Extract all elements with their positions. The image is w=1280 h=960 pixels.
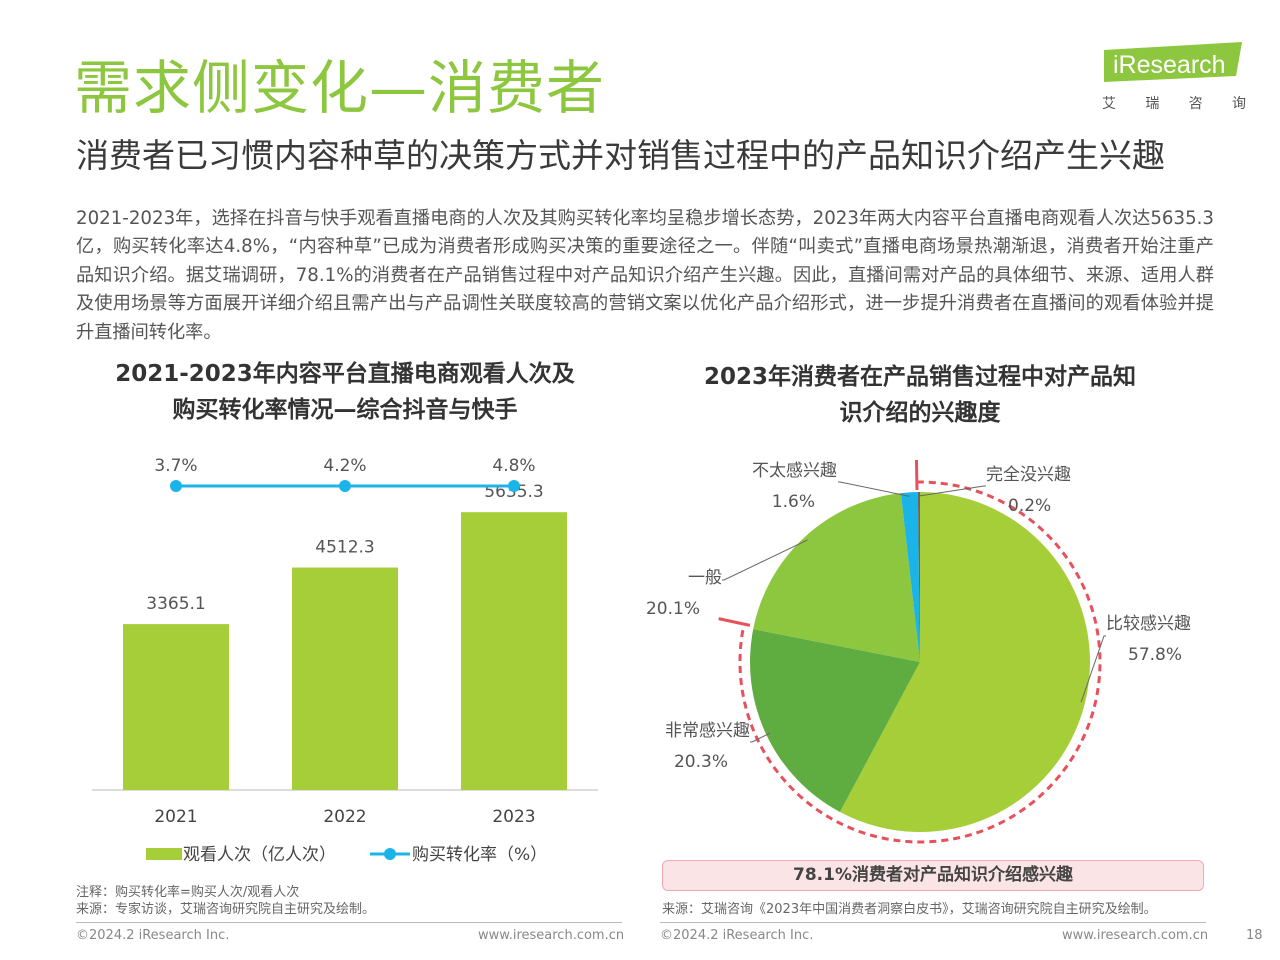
leader-line <box>722 539 808 581</box>
pie-slice <box>750 629 920 812</box>
note-text: 注释：购买转化率=购买人次/观看人次 <box>76 885 300 900</box>
url-right: www.iresearch.com.cn <box>1062 928 1209 943</box>
pie-slice-value: 0.2% <box>1008 496 1051 516</box>
bar-chart-title-line: 购买转化率情况—综合抖音与快手 <box>172 397 518 423</box>
conversion-label: 3.7% <box>154 456 197 476</box>
bar <box>461 512 567 790</box>
pie-slice-name: 完全没兴趣 <box>986 465 1071 485</box>
logo-char: 咨 <box>1188 96 1203 112</box>
x-tick-label: 2021 <box>154 807 197 827</box>
pie-slice-name: 不太感兴趣 <box>752 461 837 481</box>
pie-chart: 比较感兴趣 57.8% 非常感兴趣 20.3% 一般 20.1% 不太感兴趣 1.6% 完全没兴… <box>646 460 1191 844</box>
legend-marker <box>384 848 396 860</box>
page-subtitle: 消费者已习惯内容种草的决策方式并对销售过程中的产品知识介绍产生兴趣 <box>76 136 1165 175</box>
conversion-label: 4.2% <box>323 456 366 476</box>
footer-divider <box>660 922 1206 923</box>
logo-char: 艾 <box>1102 96 1116 112</box>
logo-text: iResearch <box>1113 51 1226 79</box>
url-left: www.iresearch.com.cn <box>478 928 625 943</box>
pie-slice-name: 比较感兴趣 <box>1106 614 1191 634</box>
legend-label-bar: 观看人次（亿人次） <box>183 845 336 865</box>
highlight-arc <box>738 480 1102 844</box>
pie-slice <box>900 492 920 662</box>
conversion-point <box>170 480 182 492</box>
logo-char: 询 <box>1231 96 1246 112</box>
highlight-tick <box>914 460 919 491</box>
pie-label-group: 不太感兴趣 1.6% <box>752 461 910 512</box>
pie-slice <box>753 493 920 662</box>
legend-swatch-bar <box>146 848 182 860</box>
bar <box>123 624 229 790</box>
bar-chart-title: 2021-2023年内容平台直播电商观看人次及 购买转化率情况—综合抖音与快手 <box>80 356 610 428</box>
x-tick-label: 2022 <box>323 807 366 827</box>
pie-slice <box>917 492 920 662</box>
leader-line <box>750 732 771 743</box>
pie-chart-title-line: 2023年消费者在产品销售过程中对产品知 <box>703 364 1136 390</box>
bar-value-label: 4512.3 <box>315 538 374 558</box>
pie-slice-value: 20.3% <box>674 752 728 772</box>
conversion-point <box>339 479 351 492</box>
copyright-right: ©2024.2 iResearch Inc. <box>660 928 814 943</box>
bar-value-label: 3365.1 <box>146 594 205 614</box>
page-number: 18 <box>1246 928 1263 943</box>
pie-slice-value: 57.8% <box>1128 645 1182 665</box>
pie-label-group: 一般 20.1% <box>646 539 808 619</box>
pie-label-group: 完全没兴趣 0.2% <box>918 465 1071 516</box>
conversion-point <box>508 479 520 492</box>
intro-paragraph: 2021-2023年，选择在抖音与快手观看直播电商的人次及其购买转化率均呈稳步增… <box>76 208 1214 343</box>
legend-label-line: 购买转化率（%） <box>412 845 547 865</box>
pie-label-group: 比较感兴趣 57.8% <box>1080 614 1191 703</box>
pie-slice <box>839 492 1090 832</box>
pie-slice-value: 1.6% <box>772 492 815 512</box>
pie-slice-name: 一般 <box>688 568 722 588</box>
pie-chart-title-line: 识介绍的兴趣度 <box>839 400 1001 426</box>
pie-slice-value: 20.1% <box>646 599 700 619</box>
bar-chart-title-line: 2021-2023年内容平台直播电商观看人次及 <box>115 361 575 387</box>
page-title: 需求侧变化—消费者 <box>74 54 606 122</box>
pie-slice-name: 非常感兴趣 <box>665 721 750 741</box>
conversion-label: 4.8% <box>492 456 535 476</box>
source-right: 来源：艾瑞咨询《2023年中国消费者洞察白皮书》，艾瑞咨询研究院自主研究及绘制。 <box>662 902 1157 917</box>
pie-chart-title: 2023年消费者在产品销售过程中对产品知 识介绍的兴趣度 <box>660 359 1180 431</box>
copyright-left: ©2024.2 iResearch Inc. <box>76 928 230 943</box>
x-tick-label: 2023 <box>492 807 535 827</box>
iresearch-logo <box>1104 42 1242 82</box>
footer-divider <box>76 922 622 923</box>
notes: 注释：购买转化率=购买人次/观看人次 来源：专家访谈，艾瑞咨询研究院自主研究及绘… <box>76 884 375 918</box>
source-left: 来源：专家访谈，艾瑞咨询研究院自主研究及绘制。 <box>76 902 376 917</box>
bar <box>292 567 398 790</box>
highlight-tick <box>718 617 751 627</box>
logo-chinese: 艾 瑞 咨 询 <box>1102 93 1246 113</box>
leader-line <box>918 485 986 497</box>
pie-label-group: 非常感兴趣 20.3% <box>665 721 771 772</box>
highlight-box: 78.1%消费者对产品知识介绍感兴趣 <box>662 860 1204 891</box>
logo-char: 瑞 <box>1145 96 1160 112</box>
leader-line <box>838 481 910 497</box>
leader-line <box>1080 635 1106 703</box>
